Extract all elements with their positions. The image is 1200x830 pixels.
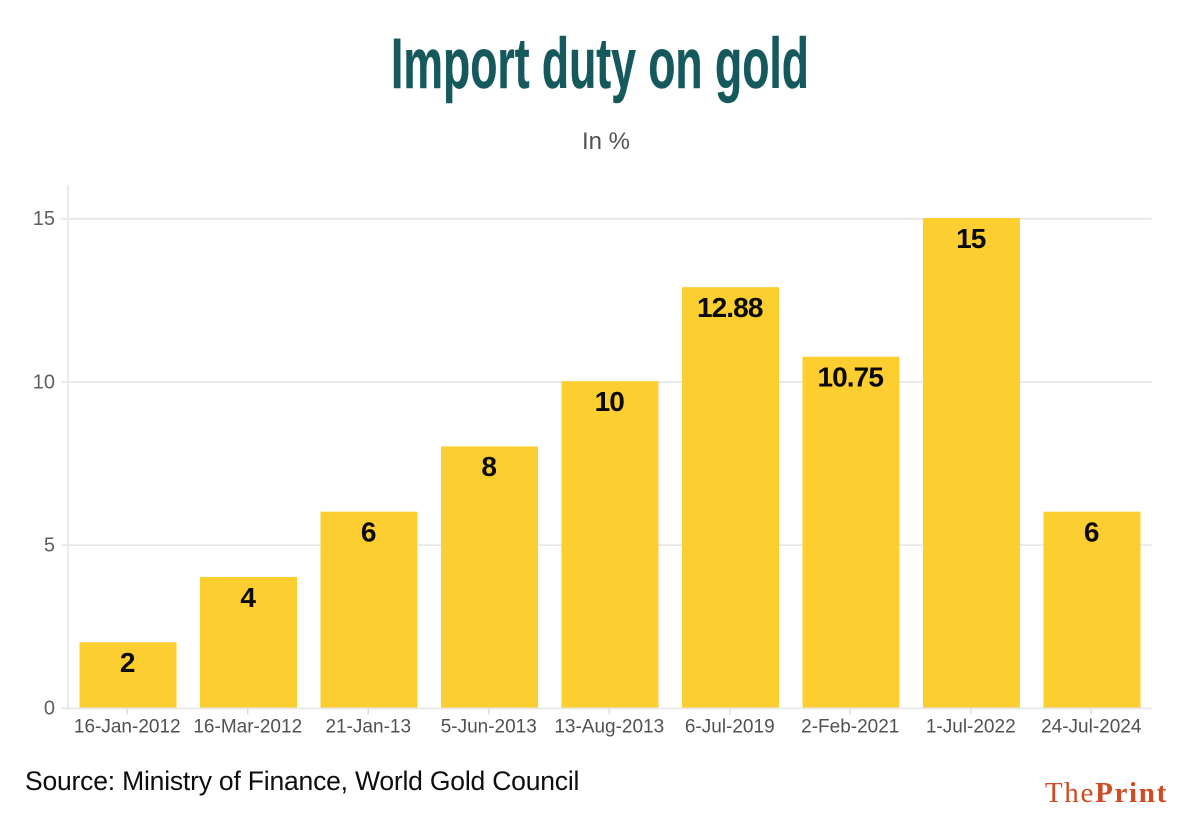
svg-text:5-Jun-2013: 5-Jun-2013 [441, 717, 537, 738]
svg-text:15: 15 [956, 223, 986, 254]
svg-text:12.88: 12.88 [697, 292, 763, 323]
svg-text:2: 2 [120, 647, 135, 678]
svg-text:16-Jan-2012: 16-Jan-2012 [74, 717, 181, 738]
svg-text:10: 10 [33, 371, 55, 393]
svg-text:21-Jan-13: 21-Jan-13 [325, 717, 411, 738]
svg-text:5: 5 [44, 535, 55, 557]
svg-text:10: 10 [595, 386, 625, 417]
svg-text:0: 0 [44, 698, 55, 720]
svg-text:6: 6 [1084, 517, 1099, 548]
svg-text:13-Aug-2013: 13-Aug-2013 [554, 717, 664, 738]
svg-text:8: 8 [481, 451, 496, 482]
svg-text:10.75: 10.75 [817, 362, 883, 393]
svg-text:16-Mar-2012: 16-Mar-2012 [193, 717, 302, 738]
svg-text:6-Jul-2019: 6-Jul-2019 [685, 717, 775, 738]
svg-text:2-Feb-2021: 2-Feb-2021 [801, 717, 899, 738]
svg-text:24-Jul-2024: 24-Jul-2024 [1041, 717, 1142, 738]
svg-text:1-Jul-2022: 1-Jul-2022 [926, 717, 1016, 738]
svg-text:6: 6 [361, 517, 376, 548]
svg-text:4: 4 [240, 582, 256, 613]
svg-text:15: 15 [33, 208, 55, 230]
